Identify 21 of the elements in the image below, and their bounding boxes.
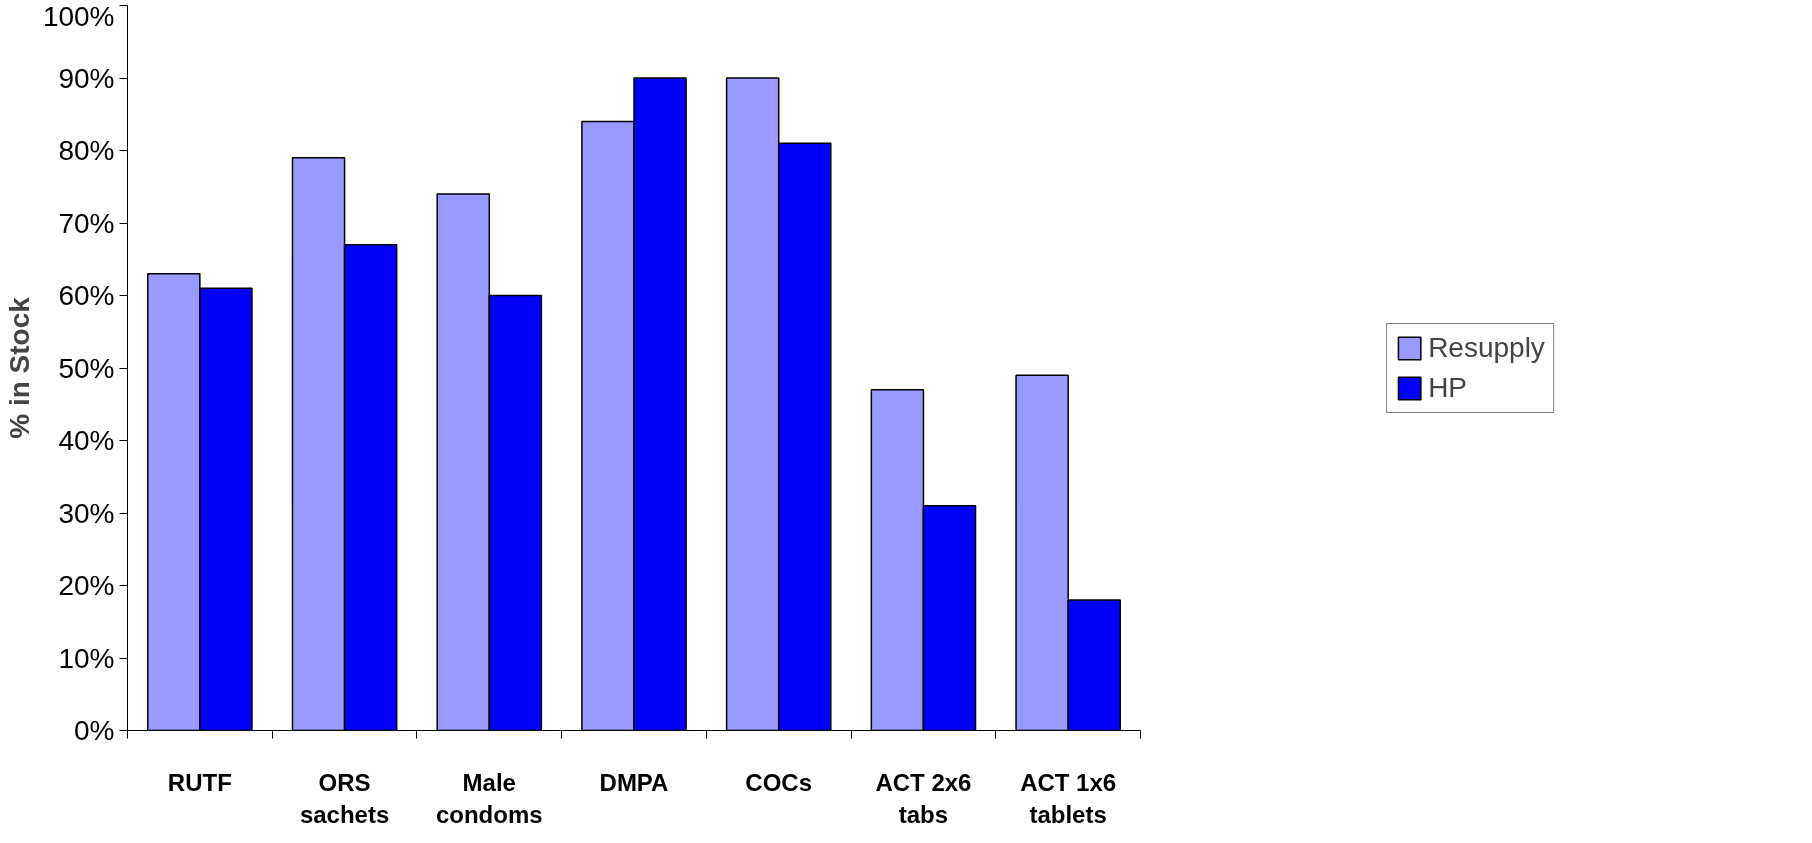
x-tick-label: Male condoms [435,768,543,828]
y-tick-label: 40% [58,425,115,456]
legend-label: Resupply [1428,331,1545,364]
y-tick-label: 80% [58,135,115,166]
legend-label: HP [1428,371,1468,404]
y-tick-label: 10% [58,642,115,674]
y-axis-title: % in Stock [3,296,35,439]
y-tick-label: 60% [58,280,115,311]
y-tick-label: 0% [74,715,115,746]
y-tick-label: 30% [58,497,115,529]
y-tick-label: 20% [58,570,115,601]
y-tick-label: 70% [58,207,115,239]
x-tick-label: COCs [745,768,813,796]
x-tick-label: DMPA [599,768,669,796]
x-tick-label: ACT 1x6 tablets [1020,768,1117,828]
y-tick-label: 100% [42,0,115,32]
y-tick-label: 50% [58,352,115,384]
x-tick-label: RUTF [167,768,232,796]
y-tick-label: 90% [58,62,115,94]
x-tick-label: ACT 2x6 tabs [875,768,972,828]
x-tick-label: ORS sachets [299,768,390,828]
